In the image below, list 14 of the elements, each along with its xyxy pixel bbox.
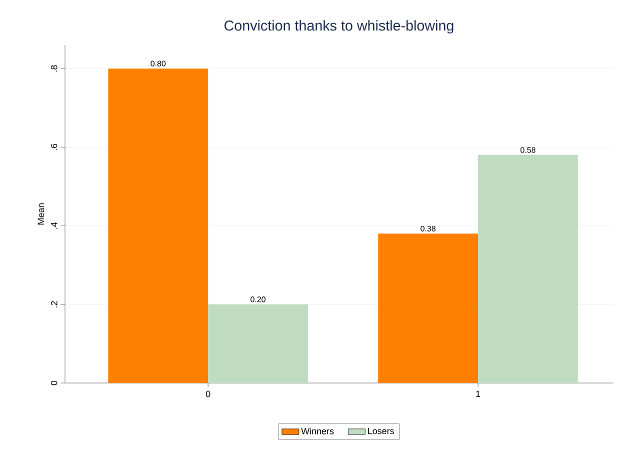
bar [208,304,308,383]
x-tick-label: 1 [476,390,480,397]
bar [108,68,208,383]
bar [378,234,478,383]
chart-title: Conviction thanks to whistle-blowing [224,20,454,34]
bar [478,155,578,383]
y-tick-label: 0 [50,380,58,386]
y-tick-label: .8 [50,65,58,72]
y-tick-label: .6 [50,144,58,150]
legend-label: Losers [368,428,394,434]
y-axis-title: Mean [38,203,44,224]
y-tick-label: .4 [51,222,58,229]
y-tick-label: .2 [50,301,58,308]
legend-label: Winners [301,428,334,434]
